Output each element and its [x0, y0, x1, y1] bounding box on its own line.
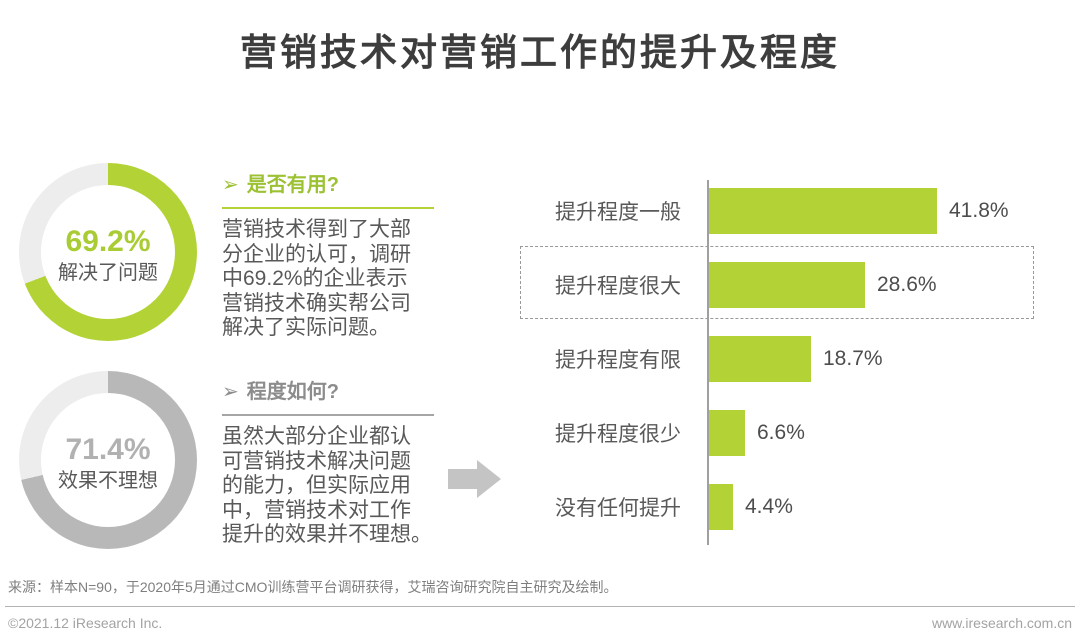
- bar-value-label: 41.8%: [949, 199, 1009, 222]
- bar: [709, 188, 937, 234]
- section-underline: [222, 207, 434, 209]
- copyright-text: ©2021.12 iResearch Inc.: [8, 615, 163, 631]
- bar-value-label: 6.6%: [757, 421, 805, 444]
- section-heading: ➢ 程度如何?: [222, 375, 434, 404]
- bar-category-label: 提升程度一般: [555, 201, 681, 224]
- section-degree: ➢ 程度如何? 虽然大部分企业都认 可营销技术解决问题 的能力，但实际应用 中，…: [222, 375, 434, 548]
- bar: [709, 410, 745, 456]
- footer-bar: ©2021.12 iResearch Inc. www.iresearch.co…: [8, 615, 1072, 631]
- arrowhead-icon: ➢: [222, 174, 239, 196]
- donut-label: 效果不理想: [58, 470, 158, 492]
- donut-label: 解决了问题: [58, 262, 158, 284]
- section-body-text: 营销技术得到了大部 分企业的认可，调研 中69.2%的企业表示 营销技术确实帮公…: [222, 218, 411, 340]
- right-arrow-icon: [448, 458, 502, 505]
- bar-value-label: 28.6%: [877, 273, 937, 296]
- bar-category-label: 提升程度很少: [555, 423, 681, 446]
- section-usefulness: ➢ 是否有用? 营销技术得到了大部 分企业的认可，调研 中69.2%的企业表示 …: [222, 168, 434, 341]
- section-heading: ➢ 是否有用?: [222, 168, 434, 197]
- highlight-dashed-box: [520, 246, 1034, 319]
- bar-category-label: 提升程度很大: [555, 275, 681, 298]
- donut-chart-unsatisfying-effect: 71.4% 效果不理想: [19, 371, 197, 549]
- bar-row: 没有任何提升 4.4%: [520, 484, 1070, 530]
- bar: [709, 484, 733, 530]
- bar: [709, 336, 811, 382]
- bar-row: 提升程度很少 6.6%: [520, 410, 1070, 456]
- y-axis-line: [707, 180, 709, 545]
- bar-category-label: 提升程度有限: [555, 349, 681, 372]
- section-underline: [222, 414, 434, 416]
- donut-value: 71.4%: [65, 433, 151, 466]
- arrowhead-icon: ➢: [222, 381, 239, 403]
- page-title: 营销技术对营销工作的提升及程度: [240, 32, 840, 73]
- website-link[interactable]: www.iresearch.com.cn: [931, 615, 1072, 631]
- bar: [709, 262, 865, 308]
- section-body-text: 虽然大部分企业都认 可营销技术解决问题 的能力，但实际应用 中，营销技术对工作 …: [222, 425, 432, 547]
- bar-category-label: 没有任何提升: [555, 497, 681, 520]
- section-heading-text: 程度如何?: [246, 381, 339, 403]
- bar-value-label: 18.7%: [823, 347, 883, 370]
- bar-value-label: 4.4%: [745, 495, 793, 518]
- footer-divider: [5, 606, 1075, 607]
- donut-center: 71.4% 效果不理想: [41, 393, 175, 527]
- bar-row: 提升程度很大 28.6%: [520, 262, 1070, 308]
- bar-row: 提升程度一般 41.8%: [520, 188, 1070, 234]
- source-note: 来源：样本N=90，于2020年5月通过CMO训练营平台调研获得，艾瑞咨询研究院…: [8, 579, 618, 595]
- donut-chart-solved-problems: 69.2% 解决了问题: [19, 163, 197, 341]
- donut-value: 69.2%: [65, 225, 151, 258]
- section-heading-text: 是否有用?: [246, 174, 339, 196]
- bar-row: 提升程度有限 18.7%: [520, 336, 1070, 382]
- donut-center: 69.2% 解决了问题: [41, 185, 175, 319]
- bar-chart-improvement-degree: 提升程度一般 41.8% 提升程度很大 28.6% 提升程度有限 18.7% 提…: [520, 180, 1070, 545]
